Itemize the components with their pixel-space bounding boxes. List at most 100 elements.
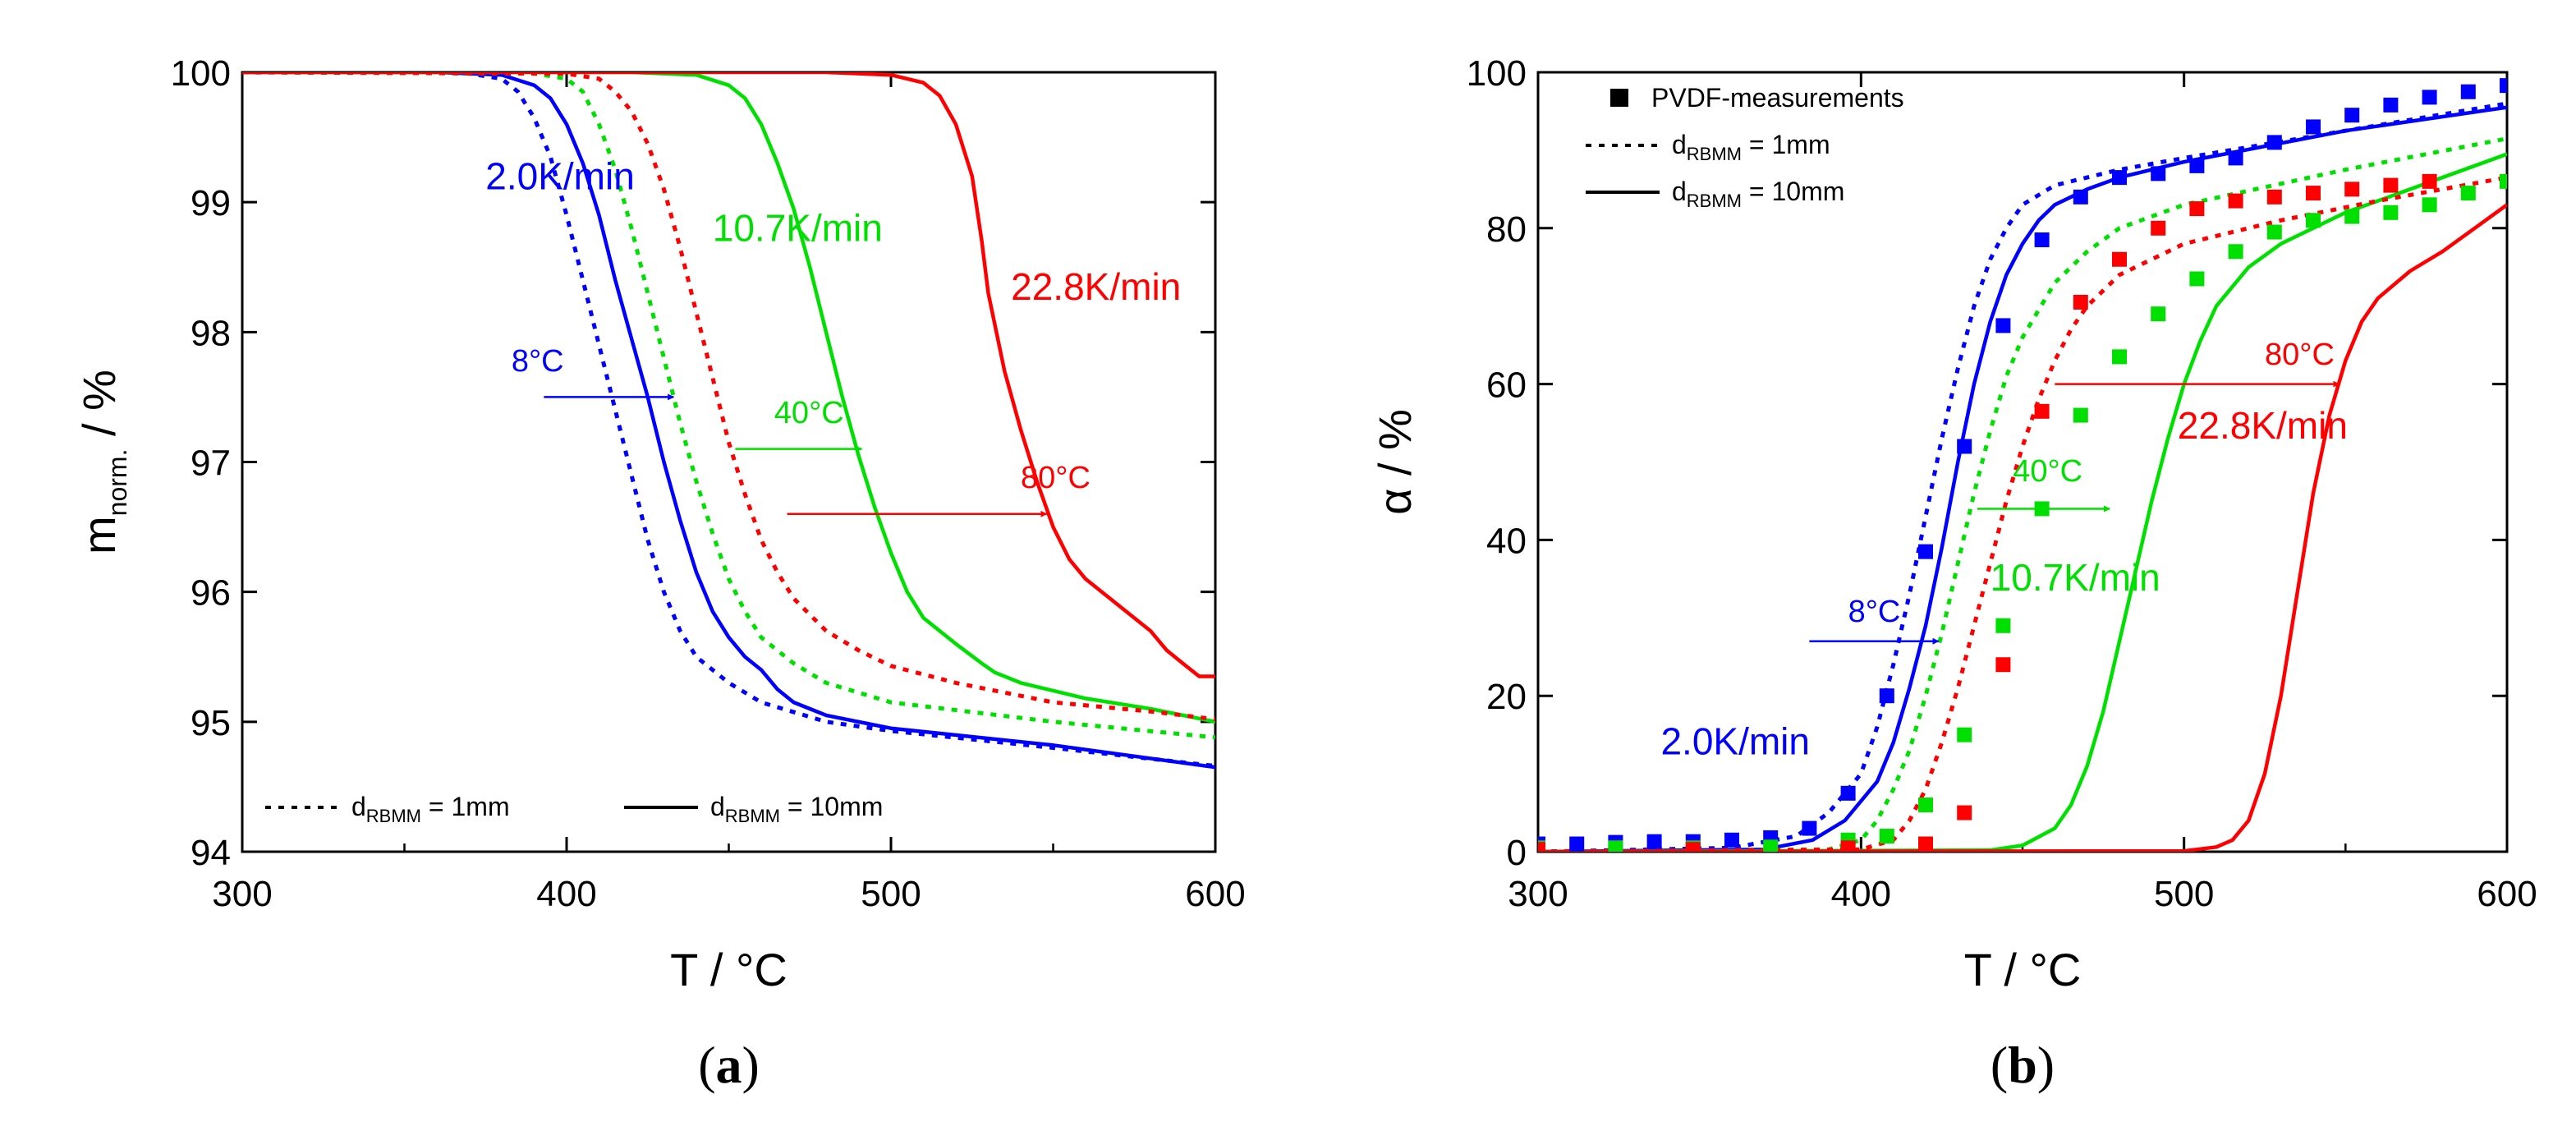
measurement-point-green [2422, 197, 2437, 213]
y-tick-label: 100 [171, 53, 231, 94]
legend-label-main: d [1672, 177, 1687, 206]
y-axis-label-main: m [73, 516, 125, 554]
measurement-point-green [2500, 173, 2507, 189]
measurement-point-green [2228, 244, 2243, 260]
x-tick-label: 600 [1185, 874, 1245, 914]
measurement-point-green [1763, 839, 1779, 852]
legend-label: dRBMM = 10mm [710, 792, 883, 826]
y-axis-label: mnorm. / % [73, 370, 132, 554]
measurement-point-green [2151, 306, 2166, 322]
legend-label: dRBMM = 10mm [1672, 177, 1844, 211]
annotation-green: 40°C [2013, 454, 2082, 489]
legend-label-sub: RBMM [1687, 191, 1742, 211]
measurement-point-red [1840, 840, 1856, 852]
x-tick-label: 500 [2154, 874, 2214, 914]
legend-marker-square [1610, 89, 1628, 107]
measurement-point-blue [1569, 836, 1585, 852]
measurement-point-red [2266, 189, 2282, 205]
measurement-point-blue [2422, 90, 2437, 105]
y-tick-label: 20 [1486, 677, 1527, 717]
series-line-blue-solid [1538, 105, 2507, 852]
measurement-point-red [2306, 186, 2321, 201]
measurement-point-blue [1802, 821, 1817, 836]
panel-caption-letter: a [716, 1036, 742, 1094]
y-axis-label-rest: / % [1369, 409, 1421, 488]
measurement-point-blue [2034, 232, 2050, 248]
legend-label-rest: = 1mm [1742, 130, 1830, 159]
measurement-point-green [2266, 224, 2282, 240]
annotation-green: 10.7K/min [1991, 556, 2160, 599]
x-tick-label: 300 [212, 874, 272, 914]
measurement-point-green [2344, 209, 2360, 224]
y-tick-label: 98 [191, 313, 231, 353]
y-axis-label-sub: norm. [103, 449, 132, 517]
x-tick-label: 300 [1508, 874, 1568, 914]
legend-label: dRBMM = 1mm [1672, 130, 1830, 164]
measurement-point-green [2383, 205, 2399, 220]
measurement-point-red [2112, 251, 2127, 267]
annotation-red: 80°C [1021, 461, 1091, 495]
measurement-point-blue [2151, 166, 2166, 182]
y-axis-label: α / % [1369, 409, 1421, 515]
legend-label-main: PVDF-measurements [1651, 83, 1904, 113]
measurement-point-red [2383, 177, 2399, 193]
measurement-point-red [2228, 193, 2243, 209]
measurement-point-blue [2228, 150, 2243, 166]
annotation-blue: 8°C [512, 344, 564, 379]
measurement-point-blue [2306, 119, 2321, 135]
measurement-point-green [1879, 829, 1894, 844]
x-tick-label: 400 [536, 874, 596, 914]
measurement-point-blue [2112, 170, 2127, 186]
y-axis-label-main: α [1369, 489, 1421, 515]
y-tick-label: 99 [191, 183, 231, 223]
series-line-blue-dotted [242, 72, 1215, 769]
plot-area [1538, 78, 2507, 852]
measurement-point-red [1685, 842, 1701, 852]
y-tick-label: 0 [1507, 833, 1527, 873]
chart-panel-b: 300 400 500 600 0 20 40 60 80 100 T / °C α / % 2.0K/… [1369, 53, 2537, 1094]
measurement-point-blue [1918, 544, 1933, 559]
annotation-green: 40°C [774, 396, 844, 430]
measurement-point-red [2151, 220, 2166, 236]
measurement-point-green [2112, 349, 2127, 365]
plot-area [242, 72, 1215, 770]
measurement-point-red [1538, 842, 1545, 852]
measurement-point-green [2189, 271, 2205, 287]
series-line-blue-dotted [1538, 101, 2507, 852]
measurement-point-green [2460, 186, 2476, 201]
measurement-point-red [2189, 201, 2205, 217]
measurement-point-blue [2500, 78, 2507, 94]
y-axis-label-rest: / % [73, 370, 125, 448]
y-tick-label: 97 [191, 444, 231, 484]
x-tick-label: 600 [2477, 874, 2537, 914]
annotation-red: 80°C [2265, 338, 2335, 372]
annotation-blue: 8°C [1848, 595, 1901, 629]
panel-caption-letter: b [2008, 1036, 2037, 1094]
measurement-point-blue [2344, 108, 2360, 123]
series-line-red-solid [242, 72, 1215, 678]
legend-label-rest: = 10mm [780, 792, 883, 821]
y-tick-label: 80 [1486, 209, 1527, 250]
y-tick-label: 60 [1486, 365, 1527, 406]
measurement-point-blue [2073, 189, 2088, 205]
measurement-point-blue [1995, 318, 2011, 333]
series-line-green-solid [242, 72, 1215, 724]
measurement-point-green [1608, 840, 1623, 852]
measurement-point-red [2034, 403, 2050, 419]
x-tick-label: 500 [861, 874, 921, 914]
measurement-point-red [2344, 182, 2360, 197]
chart-panel-a: 300 400 500 600 94 95 96 97 98 99 100 T / °C mnorm. … [73, 53, 1246, 1094]
measurement-point-red [1918, 836, 1933, 852]
y-tick-label: 94 [191, 833, 231, 873]
measurement-point-blue [1724, 832, 1739, 848]
annotation-green: 10.7K/min [713, 207, 883, 250]
measurement-point-blue [2266, 135, 2282, 150]
legend-label-main: d [1672, 130, 1687, 159]
legend: dRBMM = 1mm dRBMM = 10mm [265, 792, 883, 826]
legend-label-rest: = 1mm [421, 792, 510, 821]
legend-label-sub: RBMM [366, 806, 421, 826]
y-tick-label: 40 [1486, 521, 1527, 561]
series-line-green-solid [1538, 152, 2507, 852]
annotation-blue: 2.0K/min [1660, 719, 1810, 762]
